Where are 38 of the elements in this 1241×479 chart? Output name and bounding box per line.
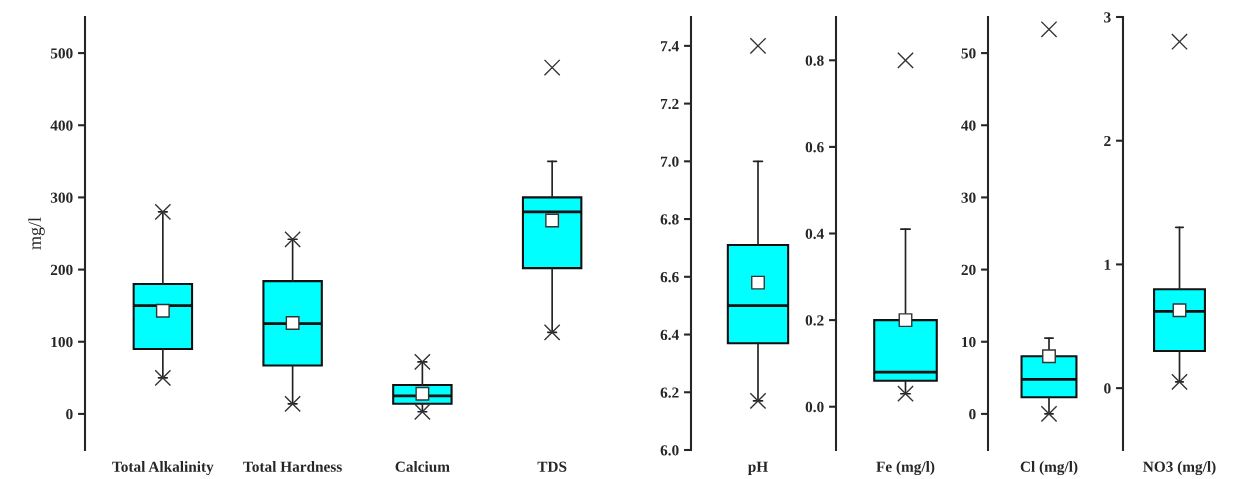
y-tick-label: 6.4 [660, 329, 679, 341]
y-tick-label: 6.8 [660, 214, 679, 225]
y-tick-label: 0 [969, 409, 976, 420]
x-tick-label: NO3 (mg/l) [1143, 461, 1216, 476]
y-tick-label: 2 [1104, 135, 1111, 147]
y-tick-label: 6.0 [660, 445, 679, 456]
y-tick-label: 50 [961, 48, 976, 59]
y-tick-label: 0.4 [805, 228, 824, 240]
y-tick-label: 400 [50, 120, 73, 131]
y-tick-label: 7.0 [660, 156, 679, 167]
y-tick-label: 300 [50, 192, 73, 203]
y-tick-label: 0.2 [805, 315, 824, 326]
y-tick-label: 6.6 [660, 271, 679, 283]
y-tick-label: 100 [51, 336, 73, 348]
y-tick-label: 30 [961, 192, 976, 203]
y-tick-label: 10 [962, 336, 976, 348]
x-tick-label: Fe (mg/l) [876, 461, 935, 476]
y-tick-label: 0.0 [805, 401, 824, 413]
x-tick-label: pH [748, 461, 768, 475]
y-tick-label: 7.2 [660, 98, 679, 110]
x-tick-label: Total Alkalinity [112, 461, 214, 476]
x-tick-label: Total Hardness [243, 461, 342, 472]
y-tick-label: 0 [1104, 383, 1111, 394]
y-tick-label: 500 [50, 48, 73, 59]
y-tick-label: 200 [50, 264, 73, 276]
y-tick-label: 0.6 [805, 142, 824, 153]
x-tick-label: Cl (mg/l) [1020, 461, 1078, 476]
y-tick-label: 3 [1104, 12, 1111, 23]
y-tick-label: 1 [1104, 259, 1111, 270]
y-tick-label: 0.8 [805, 55, 824, 66]
y-tick-label: 0 [66, 409, 73, 420]
y-axis-title: mg/l [28, 217, 45, 250]
x-tick-label: TDS [537, 461, 567, 472]
y-tick-label: 40 [961, 120, 976, 131]
y-tick-label: 20 [961, 264, 976, 276]
y-tick-label: 7.4 [660, 41, 679, 52]
x-tick-label: Calcium [395, 461, 450, 472]
y-tick-label: 6.2 [660, 387, 679, 398]
